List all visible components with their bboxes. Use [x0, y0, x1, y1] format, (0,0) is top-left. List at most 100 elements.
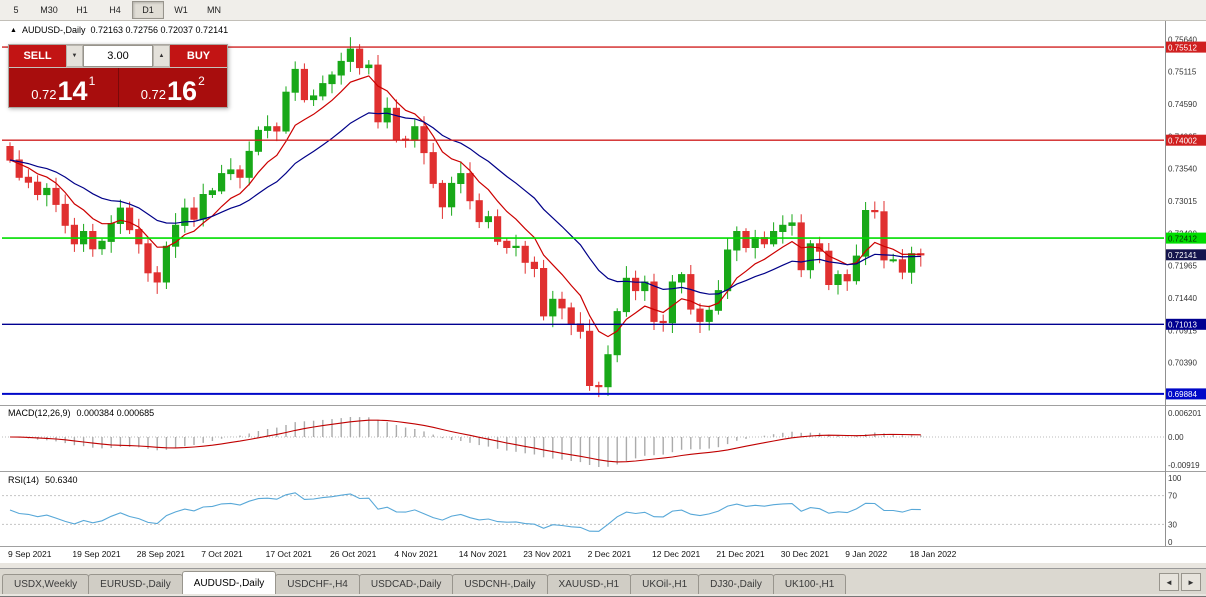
candle-body [218, 173, 226, 192]
candle-body [337, 60, 345, 76]
candle-body [613, 311, 621, 356]
date-axis-label: 30 Dec 2021 [781, 549, 829, 559]
candle-body [889, 259, 897, 262]
candle-body [687, 274, 695, 310]
candle-body [89, 231, 97, 250]
tab-scroll-right-button[interactable]: ► [1181, 573, 1201, 591]
rsi-name: RSI(14) [8, 475, 40, 485]
price-axis-label: 0.74590 [1168, 100, 1197, 109]
candle-body [236, 169, 244, 178]
candle-body [70, 224, 79, 245]
chart-tab-usdx[interactable]: USDX,Weekly [2, 574, 90, 594]
chart-tab-usdcnh[interactable]: USDCNH-,Daily [452, 574, 548, 594]
candle-body [668, 281, 676, 324]
candle-body [457, 173, 465, 185]
rsi-line [9, 492, 921, 532]
macd-axis-label: 0.00 [1168, 433, 1184, 442]
rsi-axis-label: 100 [1168, 474, 1182, 483]
bid-price-panel[interactable]: 0.72 14 1 [9, 68, 118, 107]
chart-tab-eurusd[interactable]: EURUSD-,Daily [88, 574, 183, 594]
timeframe-button-h1[interactable]: H1 [76, 5, 88, 15]
price-level-badge-label: 0.74002 [1168, 136, 1197, 145]
timeframe-button-d1[interactable]: D1 [132, 1, 164, 19]
chart-ohlc-values: 0.72163 0.72756 0.72037 0.72141 [90, 25, 229, 35]
candle-body [834, 274, 842, 286]
chart-tab-ukoil[interactable]: UKOil-,H1 [630, 574, 700, 594]
current-price-badge-label: 0.72141 [1168, 251, 1197, 260]
candle-body [779, 224, 787, 233]
price-level-badge [1166, 232, 1206, 244]
candle-body [190, 207, 198, 220]
date-axis-label: 28 Sep 2021 [137, 549, 185, 559]
candle-body [852, 255, 860, 282]
candle-body [586, 330, 594, 386]
price-axis-label: 0.70390 [1168, 359, 1197, 368]
lot-increase-button[interactable]: ▲ [153, 45, 170, 67]
timeframe-button-h4[interactable]: H4 [109, 5, 121, 15]
candle-body [806, 243, 814, 271]
trade-controls-row: SELL ▼ ▲ BUY [9, 45, 227, 68]
rsi-axis-label: 30 [1168, 520, 1177, 529]
candle-body [604, 354, 612, 388]
chart-tabbar: USDX,Weekly EURUSD-,Daily AUDUSD-,Daily USD… [0, 568, 1206, 594]
timeframe-button-m30[interactable]: M30 [40, 5, 58, 15]
candle-body [494, 216, 502, 242]
candle-body [595, 385, 603, 388]
candle-body [24, 176, 32, 183]
price-axis-label: 0.71965 [1168, 262, 1197, 271]
candle-body [632, 277, 640, 292]
date-axis-label: 2 Dec 2021 [588, 549, 632, 559]
lot-size-input[interactable] [83, 45, 153, 67]
timeframe-toolbar: 5 M30 H1 H4 D1 W1 MN [0, 0, 1206, 21]
candle-body [567, 307, 575, 325]
ma-fast-line [9, 75, 921, 338]
timeframe-button-mn[interactable]: MN [207, 5, 221, 15]
candle-body [650, 281, 658, 322]
chart-window [0, 20, 1206, 563]
ask-price-panel[interactable]: 0.72 16 2 [117, 68, 227, 107]
candle-body [843, 274, 851, 282]
date-axis-label: 4 Nov 2021 [394, 549, 438, 559]
buy-button[interactable]: BUY [170, 45, 227, 67]
date-axis-label: 23 Nov 2021 [523, 549, 571, 559]
chart-symbol-label: AUDUSD-,Daily [21, 25, 86, 35]
candle-body [319, 83, 327, 97]
chart-tab-usdcad[interactable]: USDCAD-,Daily [358, 574, 454, 594]
chart-tabs: USDX,Weekly EURUSD-,Daily AUDUSD-,Daily USD… [2, 571, 1153, 594]
date-axis-label: 26 Oct 2021 [330, 549, 377, 559]
candle-body [43, 187, 51, 196]
lot-decrease-button[interactable]: ▼ [66, 45, 83, 67]
bid-pip-digit: 1 [88, 74, 96, 88]
tab-scroll-left-button[interactable]: ◄ [1159, 573, 1179, 591]
collapse-triangle-icon[interactable]: ▲ [10, 26, 17, 34]
macd-values: 0.000384 0.000685 [76, 408, 155, 418]
candle-body [282, 91, 290, 132]
timeframe-button-5[interactable]: 5 [13, 5, 19, 15]
candle-body [310, 95, 318, 101]
candle-body [438, 182, 446, 208]
candle-body [576, 323, 584, 332]
chart-tab-dj30[interactable]: DJ30-,Daily [698, 574, 774, 594]
candle-body [291, 68, 299, 93]
rsi-axis-label: 70 [1168, 492, 1177, 501]
timeframe-button-w1[interactable]: W1 [174, 5, 188, 15]
candle-body [862, 210, 870, 257]
price-axis-label: 0.75115 [1168, 68, 1197, 77]
rsi-indicator-label: RSI(14) 50.6340 [8, 475, 78, 485]
candle-body [733, 231, 741, 251]
candle-body [392, 107, 400, 140]
candle-body [264, 126, 272, 131]
candle-body [356, 48, 364, 69]
candle-body [199, 194, 207, 220]
chart-tab-usdchf[interactable]: USDCHF-,H4 [275, 574, 360, 594]
candle-body [484, 216, 492, 223]
chart-tab-xauusd[interactable]: XAUUSD-,H1 [546, 574, 632, 594]
sell-button[interactable]: SELL [9, 45, 66, 67]
macd-axis-label: -0.00919 [1168, 461, 1200, 470]
chart-tab-audusd[interactable]: AUDUSD-,Daily [181, 571, 277, 594]
candle-body [751, 237, 759, 249]
chart-tab-uk100[interactable]: UK100-,H1 [772, 574, 847, 594]
price-level-badge-label: 0.72412 [1168, 234, 1197, 243]
